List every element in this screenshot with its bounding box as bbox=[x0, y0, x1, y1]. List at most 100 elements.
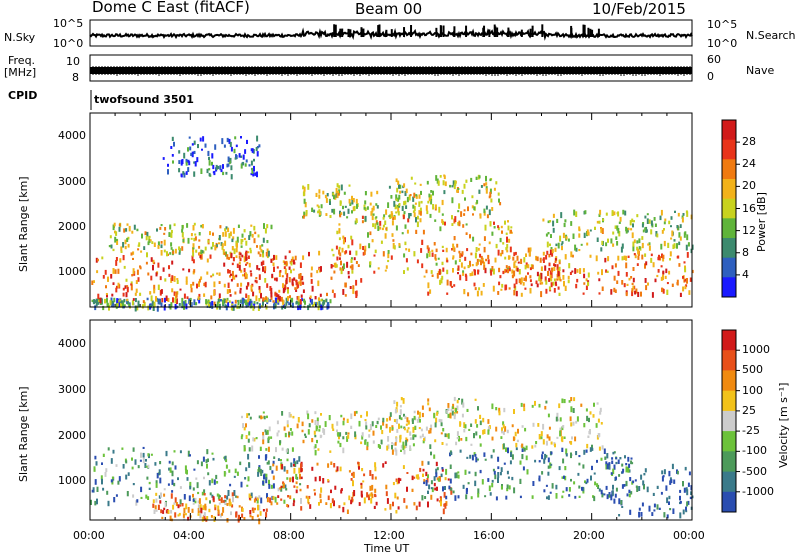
heat-cell bbox=[652, 262, 655, 268]
heat-cell bbox=[122, 292, 125, 297]
heat-cell bbox=[606, 463, 609, 470]
heat-cell bbox=[275, 292, 278, 297]
heat-cell bbox=[171, 479, 174, 485]
heat-cell bbox=[483, 246, 486, 253]
heat-cell bbox=[255, 437, 258, 440]
heat-cell bbox=[454, 495, 457, 501]
heat-cell bbox=[155, 482, 158, 488]
heat-cell bbox=[276, 502, 279, 505]
heat-cell bbox=[630, 457, 633, 460]
heat-cell bbox=[199, 513, 202, 519]
heat-cell bbox=[166, 251, 168, 257]
heat-cell bbox=[447, 408, 450, 411]
heat-cell bbox=[125, 460, 128, 464]
heat-cell bbox=[457, 265, 460, 271]
heat-cell bbox=[624, 210, 627, 216]
heat-cell bbox=[375, 220, 378, 224]
heat-cell bbox=[233, 490, 236, 496]
heat-cell bbox=[171, 275, 174, 281]
heat-cell bbox=[208, 303, 210, 307]
heat-cell bbox=[618, 514, 621, 517]
heat-cell bbox=[188, 268, 191, 273]
heat-cell bbox=[288, 250, 291, 254]
heat-cell bbox=[395, 437, 398, 443]
heat-cell bbox=[508, 265, 511, 268]
heat-cell bbox=[385, 491, 388, 497]
heat-cell bbox=[174, 512, 177, 518]
heat-cell bbox=[336, 429, 338, 433]
heat-cell bbox=[274, 277, 276, 281]
heat-cell bbox=[296, 486, 299, 489]
heat-cell bbox=[178, 160, 181, 164]
heat-cell bbox=[603, 448, 606, 454]
heat-cell bbox=[455, 472, 458, 479]
heat-cell bbox=[347, 275, 350, 279]
heat-cell bbox=[338, 249, 341, 255]
heat-cell bbox=[292, 476, 294, 483]
heat-cell bbox=[546, 250, 549, 255]
heat-cell bbox=[416, 215, 419, 220]
heat-cell bbox=[403, 498, 406, 503]
heat-cell bbox=[277, 487, 280, 492]
heat-cell bbox=[117, 268, 120, 274]
heat-cell bbox=[114, 236, 117, 243]
heat-cell bbox=[310, 272, 313, 278]
heat-cell bbox=[219, 165, 222, 171]
nsky-label: N.Sky bbox=[4, 31, 36, 44]
heat-cell bbox=[427, 398, 430, 402]
heat-cell bbox=[126, 491, 129, 497]
heat-cell bbox=[283, 499, 286, 504]
heat-cell bbox=[299, 299, 302, 305]
heat-cell bbox=[363, 249, 366, 255]
heat-cell bbox=[589, 411, 592, 415]
heat-cell bbox=[299, 276, 302, 282]
heat-cell bbox=[304, 433, 306, 436]
heat-cell bbox=[544, 265, 547, 271]
heat-cell bbox=[197, 296, 200, 300]
heat-cell bbox=[671, 463, 674, 470]
heat-cell bbox=[119, 299, 122, 304]
heat-cell bbox=[578, 226, 581, 231]
heat-cell bbox=[170, 302, 173, 308]
heat-cell bbox=[309, 504, 312, 509]
heat-cell bbox=[476, 290, 479, 297]
heat-cell bbox=[549, 491, 552, 494]
heat-cell bbox=[442, 486, 444, 492]
heat-cell bbox=[194, 236, 197, 241]
heat-cell bbox=[251, 507, 254, 512]
heat-cell bbox=[200, 224, 203, 228]
heat-cell bbox=[187, 167, 190, 172]
heat-cell bbox=[595, 255, 598, 262]
heat-cell bbox=[145, 236, 148, 241]
heat-cell bbox=[396, 428, 399, 433]
heat-cell bbox=[504, 284, 507, 291]
heat-cell bbox=[366, 492, 369, 498]
heat-cell bbox=[687, 500, 690, 505]
heat-cell bbox=[683, 261, 686, 264]
heat-cell bbox=[517, 261, 520, 264]
heat-cell bbox=[376, 420, 379, 425]
heat-cell bbox=[94, 479, 97, 485]
heat-cell bbox=[534, 459, 537, 463]
heat-cell bbox=[433, 476, 436, 481]
heat-cell bbox=[440, 419, 443, 423]
heat-cell bbox=[119, 299, 121, 302]
heat-cell bbox=[558, 260, 561, 265]
heat-cell bbox=[231, 262, 234, 266]
heat-cell bbox=[260, 497, 263, 504]
heat-cell bbox=[269, 299, 272, 302]
heat-cell bbox=[619, 216, 622, 222]
heat-cell bbox=[587, 272, 590, 278]
heat-cell bbox=[411, 488, 414, 492]
heat-cell bbox=[469, 273, 472, 277]
heat-cell bbox=[571, 436, 573, 440]
heat-cell bbox=[578, 462, 581, 466]
heat-cell bbox=[192, 250, 195, 257]
heat-cell bbox=[132, 447, 135, 452]
heat-cell bbox=[622, 209, 625, 215]
heat-cell bbox=[489, 178, 492, 182]
heat-cell bbox=[470, 496, 473, 500]
heat-cell bbox=[105, 285, 107, 289]
heat-cell bbox=[222, 164, 224, 168]
heat-cell bbox=[345, 250, 348, 254]
